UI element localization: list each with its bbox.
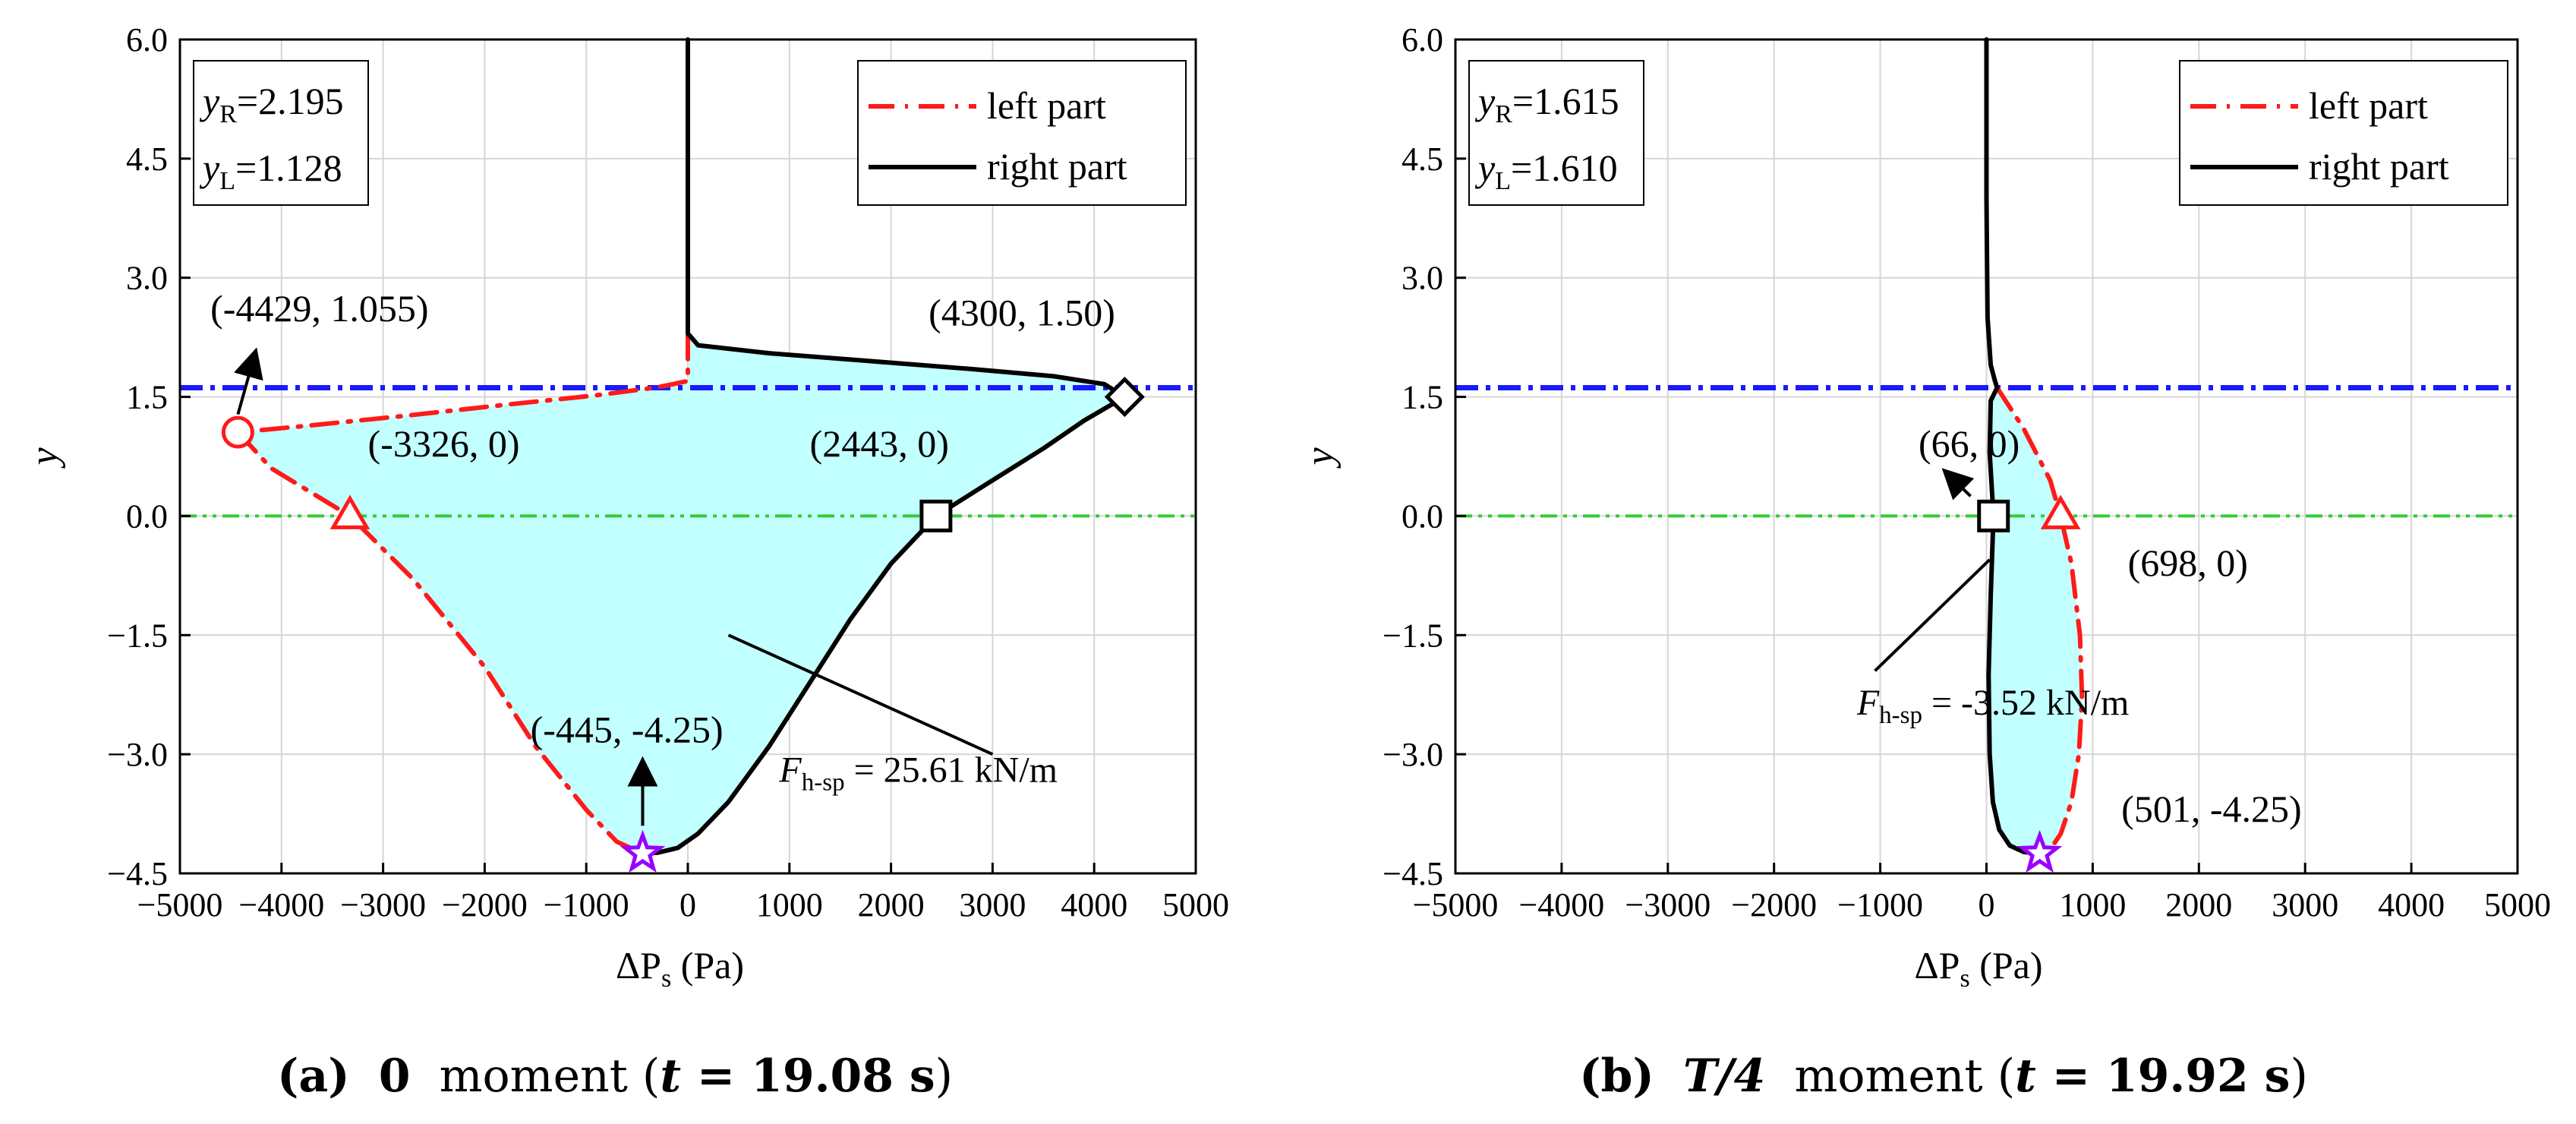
x-tick-label-b-7: 2000 [2165,886,2232,924]
x-tick-label-a-9: 4000 [1061,886,1127,924]
leader-line-b-1 [1874,558,1991,672]
point-label-a-2: (2443, 0) [810,422,949,465]
fill-region-b [1988,387,2083,854]
point-label-b-1: (698, 0) [2128,541,2248,584]
force-label-a: Fh-sp = 25.61 kN/m [778,750,1058,797]
caption-b-letter: (b) [1579,1050,1654,1103]
info-yr-b: yR=1.615 [1474,80,1619,128]
caption-b-symbol: T/4 [1683,1050,1766,1103]
x-tick-label-b-2: −3000 [1625,886,1711,924]
x-tick-label-a-2: −3000 [340,886,426,924]
point-label-b-2: (501, -4.25) [2121,788,2301,830]
marker-triangle-b-1 [2040,494,2081,529]
marker-diamond-a-3 [1104,377,1145,418]
legend-box-a [857,60,1187,206]
x-tick-label-b-6: 1000 [2059,886,2126,924]
y-tick-label-a-0: −4.5 [107,855,168,892]
y-tick-label-b-2: −1.5 [1383,617,1443,654]
y-tick-label-a-5: 3.0 [126,260,168,297]
info-yl-a: yL=1.128 [199,147,342,195]
y-tick-label-b-5: 3.0 [1402,260,1443,297]
caption-a-symbol: 0 [378,1050,411,1103]
x-tick-label-a-1: −4000 [238,886,324,924]
point-label-a-3: (4300, 1.50) [929,291,1115,333]
y-tick-label-a-1: −3.0 [107,736,168,773]
marker-circle-a-0 [221,415,254,449]
x-tick-label-b-1: −4000 [1518,886,1604,924]
series-left-part-a [235,330,690,856]
x-tick-label-a-10: 5000 [1162,886,1229,924]
chart-panel-a: (-4429, 1.055) (-3326, 0) (2443, 0) (4300, … [23,21,1229,993]
y-axis-title-a: y [23,447,66,469]
y-tick-label-a-4: 1.5 [126,379,168,416]
x-tick-label-b-3: −2000 [1731,886,1817,924]
legend-box-b [2179,60,2508,206]
y-tick-label-a-7: 6.0 [126,21,168,58]
info-yr-a: yR=2.195 [199,80,344,128]
point-label-b-0: (66, 0) [1919,422,2019,465]
x-tick-label-a-0: −5000 [137,886,223,924]
point-label-a-4: (-445, -4.25) [531,708,724,750]
marker-square-b-0 [1977,499,2010,532]
annotation-arrow-a-0 [234,347,263,415]
legend-label-left-b: left part [2309,84,2428,127]
y-axis-title-b: y [1298,447,1342,469]
y-tick-label-a-6: 4.5 [126,140,168,178]
point-label-a-0: (-4429, 1.055) [210,287,428,330]
caption-b: (b) T/4 moment (t = 19.92 s) [1374,1042,2513,1110]
marker-square-a-2 [919,499,953,532]
force-label-b: Fh-sp = -3.52 kN/m [1856,683,2130,729]
x-axis-title-b: ΔPs (Pa) [1915,944,2043,993]
info-box-a [193,60,369,206]
y-tick-label-a-3: 0.0 [126,497,168,535]
y-tick-label-b-1: −3.0 [1383,736,1443,773]
y-tick-label-b-7: 6.0 [1402,21,1443,58]
caption-a-letter: (a) [276,1050,350,1103]
x-axis-title-a: ΔPs (Pa) [616,944,744,993]
marker-triangle-a-1 [329,494,370,529]
chart-panel-b: (66, 0) (698, 0) (501, -4.25) Fh-sp = -3.52… [1298,21,2551,993]
caption-b-close: ) [2290,1050,2308,1103]
caption-a-tvar: t [660,1050,682,1103]
series-left-part-b [1994,385,2085,856]
y-tick-label-b-6: 4.5 [1402,140,1443,178]
point-label-a-1: (-3326, 0) [368,422,520,465]
x-tick-label-a-8: 3000 [959,886,1026,924]
x-tick-label-b-10: 5000 [2484,886,2551,924]
legend-label-right-a: right part [987,145,1127,188]
y-tick-label-b-4: 1.5 [1402,379,1443,416]
x-tick-label-a-4: −1000 [544,886,629,924]
caption-b-time: = 19.92 s [2035,1050,2291,1103]
caption-a-close: ) [935,1050,954,1103]
y-tick-label-a-2: −1.5 [107,617,168,654]
x-tick-label-b-4: −1000 [1837,886,1923,924]
x-tick-label-a-7: 2000 [858,886,925,924]
marker-star-b-2 [2016,829,2063,873]
legend-label-left-a: left part [987,84,1106,127]
x-tick-label-b-0: −5000 [1413,886,1499,924]
leader-line-a-2 [727,633,994,756]
annotation-arrow-b-0 [1941,468,1975,500]
x-tick-label-a-6: 1000 [756,886,823,924]
y-tick-label-b-0: −4.5 [1383,855,1443,892]
x-tick-label-a-5: 0 [679,886,696,924]
x-tick-label-a-3: −2000 [442,886,528,924]
caption-b-moment: moment ( [1794,1050,2016,1103]
legend-label-right-b: right part [2309,145,2449,188]
caption-a: (a) 0 moment (t = 19.08 s) [46,1042,1184,1110]
fill-region-a [238,333,1125,854]
x-tick-label-b-9: 4000 [2378,886,2445,924]
y-tick-label-b-3: 0.0 [1402,497,1443,535]
x-tick-label-b-8: 3000 [2272,886,2338,924]
caption-b-tvar: t [2015,1050,2036,1103]
marker-star-a-4 [620,829,666,873]
series-right-part-a [640,37,1127,856]
caption-a-moment: moment ( [439,1050,661,1103]
x-tick-label-b-5: 0 [1979,886,1995,924]
caption-a-time: = 19.08 s [681,1050,935,1103]
info-box-b [1468,60,1644,206]
info-yl-b: yL=1.610 [1474,147,1618,195]
